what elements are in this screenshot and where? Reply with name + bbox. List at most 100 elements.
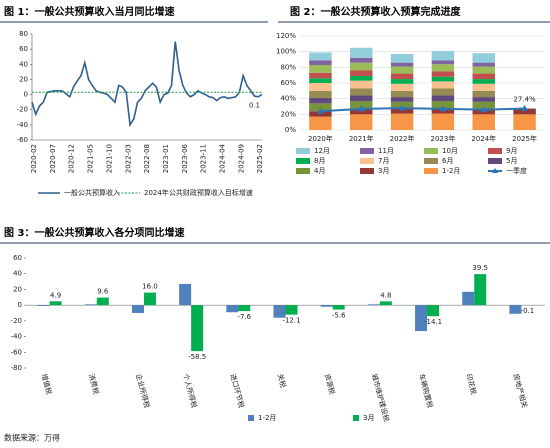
line-series [320,107,525,113]
bar-segment [472,90,495,98]
bar-segment [390,90,414,98]
data-label: 4.9 [50,291,61,299]
x-tick-label: 2021-10 [105,144,113,173]
legend-swatch [296,158,310,164]
bar-segment [472,83,495,91]
bar-segment [309,97,332,104]
data-label: -0.1 [521,307,535,315]
legend-label: 1-2月 [258,414,276,422]
x-tick-label: 2022年 [390,134,415,143]
bar-segment [431,88,455,96]
legend-swatch [360,168,374,174]
bar-segment [350,57,373,63]
bar [226,305,239,313]
bar-segment [431,50,455,61]
y-tick-label: 20 [13,285,22,293]
legend-label: 一般公共预算收入 [64,188,120,197]
bar-segment [431,64,455,72]
bar-segment [390,66,414,74]
y-tick-label: 0 [18,301,22,309]
y-tick-label: -80 [11,364,22,372]
legend-label: 3月 [378,167,389,175]
y-tick-label: 0% [285,126,296,134]
bar-segment [309,103,332,112]
x-tick-label: 2023-11 [200,144,208,173]
bar-segment [472,97,495,102]
y-tick-label: 120% [276,32,296,40]
x-tick-label: 2020-07 [49,144,57,173]
x-tick-label: 2025年 [512,134,537,143]
bar-segment [513,108,536,115]
bar [427,305,440,317]
legend-swatch [353,415,359,421]
data-label: -7.6 [237,313,251,321]
chart-title: 图 3：一般公共预算收入各分项同比增速 [4,226,184,239]
bar-segment [350,80,373,89]
line-marker [480,106,488,113]
x-tick-label: 企业所得税 [134,373,152,409]
bar [96,297,109,306]
bar-segment [390,73,414,80]
x-tick-label: 2020-12 [68,144,76,173]
legend-label: 10月 [442,147,458,155]
x-tick-label: 2024-09 [237,144,245,173]
y-tick-label: 0 [24,91,28,99]
bar [143,292,156,306]
bar-segment [390,79,414,84]
legend-label: 2024年公共财政预算收入目标增速 [144,188,253,197]
x-tick-label: 2022-08 [143,144,151,173]
x-tick-label: 个人所得税 [181,373,199,409]
legend-swatch [488,148,502,154]
bar-segment [309,116,332,130]
legend-label: 3月 [363,414,374,422]
line-marker [357,105,365,112]
legend-label: 9月 [506,147,517,155]
bar-segment [390,113,414,130]
bar-segment [472,53,495,63]
bar-segment [309,72,332,79]
bar [320,305,333,307]
x-tick-label: 增值税 [40,373,54,396]
legend-swatch [248,415,254,421]
source: 数据来源：万得 [4,433,60,443]
bar [37,305,50,306]
legend-swatch [424,148,438,154]
legend-label: 11月 [378,147,394,155]
bar-segment [472,66,495,74]
bar [238,305,251,312]
bar [131,305,144,313]
bar-segment [390,62,414,67]
bar [84,304,97,306]
x-tick-label: 2020-02 [30,144,38,173]
bar-segment [390,97,414,102]
x-tick-label: 消费税 [87,373,101,396]
bar-segment [472,114,495,130]
bar [367,304,380,306]
line-marker [398,104,406,111]
bar-segment [350,47,373,58]
bar-segment [472,62,495,67]
legend-swatch [424,158,438,164]
legend-swatch [488,158,502,164]
x-tick-label: 2024年 [471,134,496,143]
bar-segment [350,108,373,115]
y-tick-label: 60% [280,79,296,87]
data-label: 4.8 [380,291,391,299]
data-label: 9.6 [97,288,109,296]
bar-segment [309,111,332,117]
bar-segment [431,95,455,102]
y-tick-label: -60 [11,348,22,356]
legend-swatch [360,148,374,154]
y-tick-label: -40 [11,333,22,341]
y-tick-label: 20 [19,75,28,83]
y-tick-label: 40% [280,95,296,103]
bar-segment [472,79,495,84]
bar-segment [309,83,332,91]
bar-segment [350,95,373,102]
y-tick-label: 60 [13,254,22,262]
x-tick-label: 房地产相关 [512,373,530,409]
bar [191,305,204,352]
y-tick-label: -20 [17,106,28,114]
y-tick-label: 100% [276,48,296,56]
